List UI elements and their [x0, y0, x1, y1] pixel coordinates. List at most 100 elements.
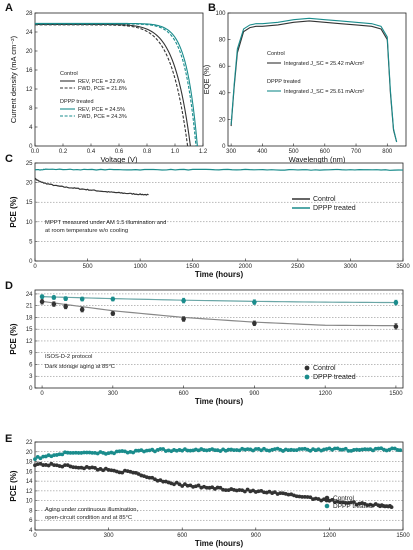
- legend-entry: REV, PCE = 24.5%: [78, 107, 125, 113]
- y-tick-label: 4: [29, 528, 33, 534]
- legend-marker: [324, 503, 330, 509]
- y-tick-label: 0: [222, 144, 226, 150]
- y-tick-label: 25: [26, 161, 33, 167]
- y-tick-label: 24: [26, 292, 33, 298]
- x-tick-label: 0.0: [31, 149, 40, 155]
- data-point: [338, 447, 343, 452]
- data-point: [71, 465, 76, 470]
- y-tick-label: 6: [29, 518, 33, 524]
- y-tick-label: 12: [26, 339, 33, 345]
- data-point: [185, 448, 190, 453]
- data-point: [63, 304, 68, 309]
- data-point: [218, 449, 223, 453]
- data-point: [177, 482, 182, 487]
- data-point: [147, 475, 152, 480]
- data-point: [150, 447, 155, 452]
- y-tick-label: 8: [29, 106, 33, 112]
- data-point: [90, 450, 95, 455]
- data-point: [181, 298, 186, 303]
- data-point: [158, 447, 163, 451]
- data-point: [71, 450, 76, 455]
- y-tick-label: 20: [219, 117, 226, 123]
- x-tick-label: 3000: [344, 264, 358, 270]
- data-point: [181, 316, 186, 322]
- x-tick-label: 2000: [239, 264, 253, 270]
- data-point: [278, 491, 283, 496]
- legend-entry: Control: [333, 495, 355, 502]
- data-point: [161, 447, 166, 451]
- panel-a: A 0.0 0.2 0.4 0.6 0.8 1.0 1.2 0 4 8 12 16 20 24 28 Volta…: [5, 2, 208, 164]
- x-tick-label: 1000: [133, 264, 147, 270]
- legend-entry: FWD, PCE = 21.8%: [78, 86, 127, 92]
- annotation-line: ISOS-D-2 protocol: [45, 354, 92, 360]
- y-tick-label: 4: [29, 125, 33, 131]
- legend-entry: Integrated J_SC = 25.61 mA/cm²: [284, 89, 364, 95]
- y-tick-label: 3: [29, 374, 33, 380]
- x-tick-label: 1200: [318, 391, 332, 397]
- y-tick-label: 8: [29, 508, 33, 514]
- data-point: [332, 446, 337, 451]
- data-point: [242, 489, 247, 494]
- legend-group-title: Control: [60, 71, 78, 77]
- legend-entry: DPPP treated: [313, 205, 356, 212]
- data-point: [73, 450, 78, 455]
- data-point: [161, 479, 166, 484]
- data-point: [362, 447, 367, 452]
- data-point: [223, 488, 228, 493]
- panel-e: E 0 300 600 900 1200 1500 4 6 8 10 12 14 16 18 20 22 Time…: [5, 433, 410, 548]
- data-point: [41, 454, 46, 459]
- legend-group-title: Control: [267, 51, 285, 57]
- data-point: [131, 450, 136, 455]
- data-point: [338, 500, 343, 505]
- annotation-line: Aging under continuous illumination,: [45, 507, 139, 513]
- data-point: [343, 446, 348, 451]
- data-point: [371, 448, 375, 453]
- data-point: [76, 465, 81, 470]
- annotation-line: MPPT measured under AM 1.5 illumination …: [45, 220, 166, 226]
- x-tick-label: 1.2: [199, 149, 208, 155]
- y-tick-label: 12: [26, 489, 33, 495]
- y-tick-label: 15: [26, 327, 33, 333]
- y-tick-label: 16: [26, 469, 33, 475]
- data-point: [112, 451, 116, 456]
- mppt-trace-dppp: [34, 168, 404, 171]
- data-point: [41, 463, 46, 467]
- data-point: [180, 484, 185, 488]
- annotation-line: at room temperature w/o cooling: [45, 228, 128, 234]
- data-point: [395, 448, 400, 452]
- x-tick-label: 1200: [323, 533, 337, 539]
- x-tick-label: 300: [104, 533, 115, 539]
- x-tick-label: 800: [382, 149, 393, 155]
- data-point: [215, 485, 220, 490]
- x-tick-label: 1500: [186, 264, 200, 270]
- x-tick-label: 0: [33, 264, 37, 270]
- x-tick-label: 500: [83, 264, 94, 270]
- y-tick-label: 14: [26, 479, 33, 485]
- panel-d: D 0 300 600 900 1200 1500 0 3 6 9 12 15 18 21 24 Time (h…: [5, 280, 404, 406]
- y-tick-label: 18: [26, 460, 33, 466]
- data-point: [245, 487, 250, 492]
- data-point: [84, 450, 89, 455]
- legend-entry: DPPP treated: [313, 374, 356, 381]
- y-tick-label: 28: [26, 11, 33, 17]
- eqe-curve-dppp-treated: [230, 17, 398, 143]
- data-point: [308, 448, 313, 453]
- data-point: [204, 485, 209, 490]
- y-tick-label: 0: [29, 386, 33, 392]
- x-tick-label: 600: [177, 533, 188, 539]
- x-tick-label: 0.8: [143, 149, 152, 155]
- plot-frame: [227, 12, 407, 147]
- x-tick-label: 1500: [396, 533, 410, 539]
- plot-frame: [34, 441, 404, 531]
- y-tick-label: 10: [26, 499, 33, 505]
- data-point: [393, 300, 399, 305]
- legend-marker: [304, 374, 310, 380]
- x-tick-label: 600: [320, 149, 331, 155]
- x-tick-label: 1500: [389, 391, 403, 397]
- y-axis-label: EQE (%): [202, 64, 211, 94]
- data-point: [232, 448, 236, 453]
- data-point: [389, 505, 394, 509]
- panel-b: B 300 400 500 600 700 800 0 20 40 60 80 100 Wavelengt…: [202, 2, 407, 164]
- x-tick-label: 600: [179, 391, 190, 397]
- panel-letter: E: [5, 433, 12, 445]
